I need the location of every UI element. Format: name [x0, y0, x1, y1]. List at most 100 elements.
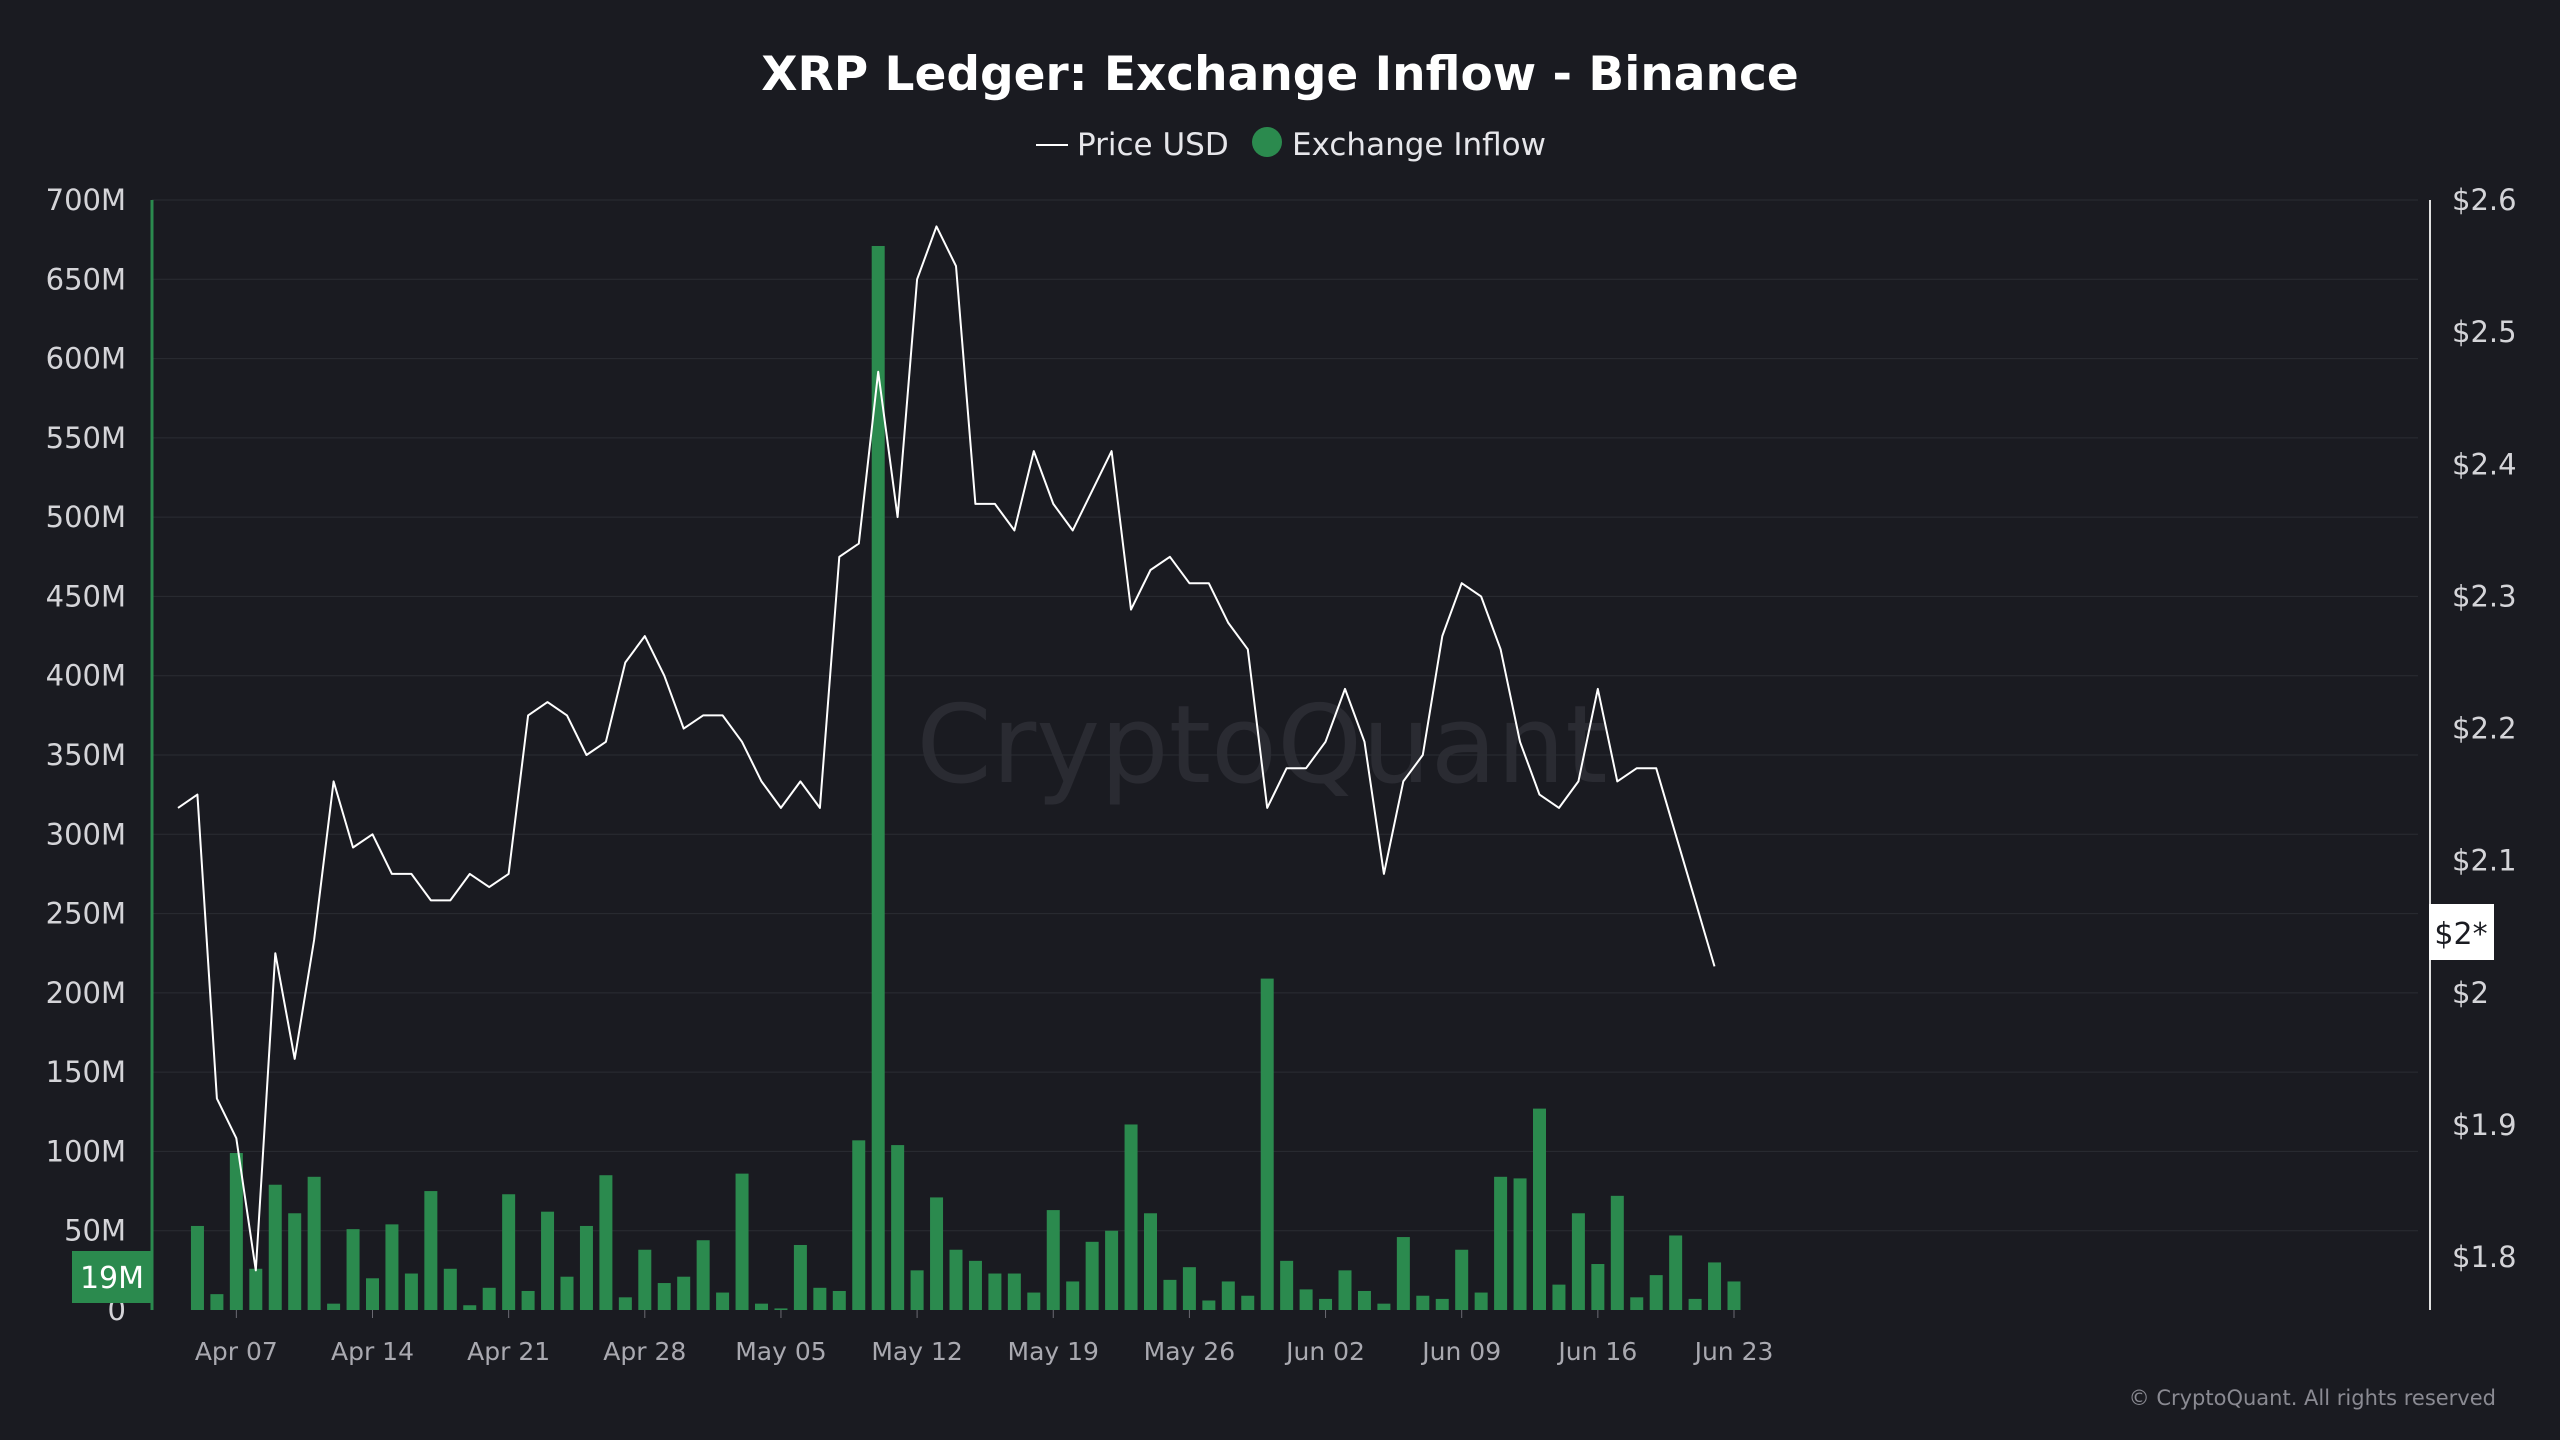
inflow-bar — [1727, 1281, 1741, 1310]
x-tick-label: Jun 02 — [1284, 1337, 1365, 1366]
x-tick-label: Apr 07 — [195, 1337, 278, 1366]
inflow-bar — [1144, 1213, 1157, 1310]
inflow-bar — [968, 1260, 982, 1310]
right-tick-label: $2.6 — [2452, 183, 2517, 217]
x-tick-label: Jun 09 — [1420, 1337, 1501, 1366]
inflow-bar — [443, 1268, 457, 1310]
inflow-bar — [482, 1287, 496, 1310]
left-tick-label: 150M — [46, 1055, 126, 1089]
left-tick-label: 650M — [46, 262, 126, 296]
inflow-bar — [1338, 1270, 1352, 1310]
inflow-bar — [1377, 1303, 1391, 1310]
right-tick-label: $2.3 — [2452, 579, 2517, 613]
inflow-bar — [229, 1153, 243, 1310]
inflow-bar — [1241, 1295, 1255, 1310]
inflow-bar — [1513, 1178, 1527, 1310]
x-tick-label: Apr 21 — [467, 1337, 550, 1366]
left-tick-label: 400M — [46, 659, 126, 693]
inflow-bar — [463, 1305, 477, 1310]
inflow-bar — [210, 1294, 224, 1310]
right-tick-label: $1.8 — [2452, 1240, 2517, 1274]
inflow-bar — [696, 1240, 710, 1310]
inflow-bar — [1280, 1260, 1294, 1310]
inflow-bar — [1591, 1264, 1605, 1310]
left-tick-label: 600M — [46, 342, 126, 376]
inflow-bar — [385, 1224, 399, 1310]
inflow-bar — [190, 1225, 204, 1310]
x-tick-label: Apr 14 — [331, 1337, 414, 1366]
inflow-bar — [1221, 1281, 1235, 1310]
right-tick-label: $2.2 — [2452, 712, 2517, 746]
left-tick-label: 200M — [46, 976, 126, 1010]
grid-layer — [152, 199, 2418, 1232]
inflow-bar — [930, 1197, 944, 1310]
inflow-bar — [404, 1273, 418, 1310]
inflow-bar — [1202, 1300, 1216, 1310]
inflow-bar — [657, 1283, 671, 1310]
left-tick-label: 250M — [46, 897, 126, 931]
inflow-bar — [1046, 1210, 1060, 1310]
inflow-bar — [871, 245, 885, 1310]
inflow-bar — [1649, 1275, 1663, 1310]
x-tick-label: Jun 23 — [1693, 1337, 1774, 1366]
inflow-bar — [1357, 1290, 1371, 1310]
inflow-bar — [1396, 1237, 1410, 1310]
inflow-legend-label[interactable]: Exchange Inflow — [1292, 127, 1546, 163]
inflow-bars — [190, 245, 1741, 1310]
left-tick-label: 350M — [46, 738, 126, 772]
inflow-bar — [288, 1213, 302, 1310]
price-legend-label[interactable]: Price USD — [1077, 127, 1229, 163]
x-tick-label: Jun 16 — [1556, 1337, 1637, 1366]
inflow-bar — [327, 1303, 341, 1310]
inflow-bar — [910, 1270, 924, 1310]
inflow-bar — [1494, 1176, 1508, 1310]
inflow-bar — [1163, 1279, 1177, 1310]
inflow-bar — [755, 1303, 768, 1310]
inflow-bar — [541, 1211, 555, 1310]
inflow-bar — [832, 1290, 846, 1310]
left-tick-label: 550M — [46, 421, 126, 455]
price-line — [177, 225, 1716, 1272]
inflow-bar — [1124, 1124, 1138, 1310]
inflow-bar — [560, 1276, 574, 1310]
x-tick-label: May 12 — [871, 1337, 962, 1366]
inflow-bar — [1571, 1213, 1585, 1310]
left-current-badge-label: 19M — [80, 1261, 144, 1296]
left-tick-label: 100M — [46, 1134, 126, 1168]
x-tick-label: Apr 28 — [603, 1337, 686, 1366]
inflow-bar — [1085, 1241, 1099, 1310]
inflow-bar — [521, 1290, 535, 1310]
inflow-bar — [735, 1173, 749, 1310]
inflow-bar — [1474, 1292, 1488, 1310]
inflow-bar — [793, 1244, 807, 1310]
inflow-bar — [1416, 1295, 1430, 1310]
inflow-bar — [1533, 1108, 1546, 1310]
inflow-bar — [1435, 1298, 1449, 1310]
inflow-bar — [1299, 1289, 1313, 1310]
inflow-bar — [1319, 1298, 1333, 1310]
copyright: © CryptoQuant. All rights reserved — [2129, 1386, 2496, 1410]
left-tick-label: 50M — [64, 1214, 126, 1248]
inflow-bar — [346, 1229, 360, 1310]
right-tick-label: $2 — [2452, 976, 2489, 1010]
inflow-bar — [618, 1297, 632, 1310]
inflow-bar — [852, 1140, 866, 1310]
x-axis: Apr 07 Apr 14 Apr 21 Apr 28 May 05 May 12 May … — [195, 1310, 1774, 1366]
chart-title: XRP Ledger: Exchange Inflow - Binance — [761, 47, 1798, 102]
inflow-bar — [249, 1268, 263, 1310]
inflow-bar — [1027, 1292, 1041, 1310]
inflow-bar — [424, 1191, 438, 1310]
inflow-bar — [1455, 1249, 1469, 1310]
left-tick-label: 700M — [46, 183, 126, 217]
inflow-bar — [1007, 1273, 1021, 1310]
right-current-badge-label: $2* — [2434, 917, 2487, 952]
inflow-bar — [1610, 1195, 1624, 1310]
inflow-legend-dot-icon — [1252, 127, 1282, 157]
right-tick-label: $2.4 — [2452, 447, 2517, 481]
inflow-bar — [1630, 1297, 1644, 1310]
left-tick-label: 500M — [46, 500, 126, 534]
left-axis: 050M100M150M200M250M300M350M400M450M500M… — [46, 183, 126, 1327]
left-current-badge-bg — [72, 1251, 152, 1303]
